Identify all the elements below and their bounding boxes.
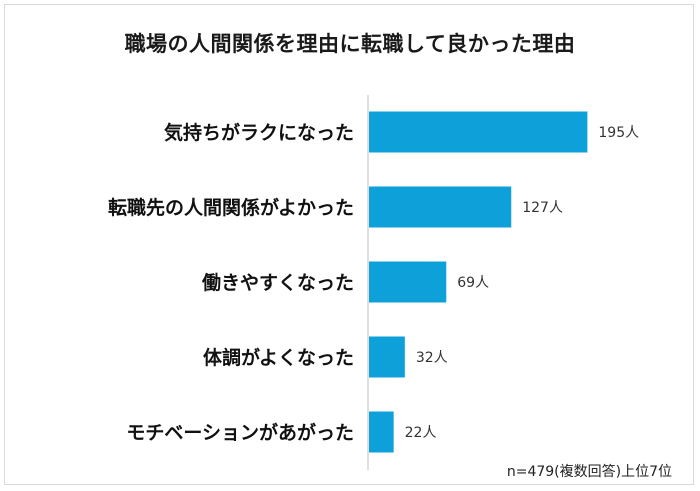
chart-frame: [4, 4, 694, 485]
value-labels-group: 195人 127人 69人 32人 22人: [405, 125, 639, 441]
value-label-1: 195人: [598, 125, 639, 141]
category-label-4: 体調がよくなった: [203, 346, 354, 369]
category-label-5: モチベーションがあがった: [126, 421, 354, 444]
category-label-3: 働きやすくなった: [201, 271, 354, 294]
value-label-5: 22人: [405, 425, 437, 441]
bar-4: [369, 336, 405, 378]
category-labels-group: 気持ちがラクになった転職先の人間関係がよかった働きやすくなった体調がよくなったモ…: [108, 121, 354, 444]
value-label-2: 127人: [522, 200, 563, 216]
value-label-4: 32人: [416, 350, 448, 366]
bar-2: [369, 186, 512, 228]
category-label-1: 気持ちがラクになった: [164, 121, 354, 144]
bar-1: [369, 111, 588, 153]
bar-3: [369, 261, 447, 303]
value-label-3: 69人: [457, 275, 489, 291]
sample-note: n=479(複数回答)上位7位: [506, 464, 672, 480]
chart-title: 職場の人間関係を理由に転職して良かった理由: [124, 32, 576, 56]
bar-5: [369, 411, 394, 453]
category-label-2: 転職先の人間関係がよかった: [108, 196, 354, 219]
bars-group: [369, 111, 588, 453]
